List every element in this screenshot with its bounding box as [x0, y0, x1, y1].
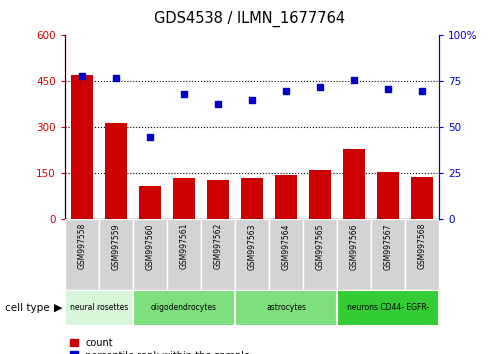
Bar: [167, 219, 201, 290]
Text: GSM997564: GSM997564: [281, 223, 290, 269]
Bar: [65, 219, 99, 290]
Text: GSM997561: GSM997561: [180, 223, 189, 269]
Text: neurons CD44- EGFR-: neurons CD44- EGFR-: [347, 303, 429, 313]
Bar: [139, 186, 161, 219]
Point: [316, 84, 324, 90]
Point: [146, 134, 154, 139]
Text: GSM997565: GSM997565: [315, 223, 324, 269]
Text: GSM997562: GSM997562: [214, 223, 223, 269]
Text: GSM997558: GSM997558: [77, 223, 86, 269]
Text: GDS4538 / ILMN_1677764: GDS4538 / ILMN_1677764: [154, 11, 345, 27]
Bar: [303, 219, 337, 290]
Text: GSM997563: GSM997563: [248, 223, 256, 269]
Point: [78, 73, 86, 79]
Text: cell type: cell type: [5, 303, 49, 313]
Bar: [235, 290, 337, 326]
Text: GSM997566: GSM997566: [350, 223, 359, 269]
Bar: [371, 219, 405, 290]
Text: oligodendrocytes: oligodendrocytes: [151, 303, 217, 313]
Bar: [99, 219, 133, 290]
Point: [112, 75, 120, 81]
Point: [350, 77, 358, 82]
Bar: [65, 290, 133, 326]
Bar: [337, 290, 439, 326]
Bar: [207, 179, 229, 219]
Bar: [275, 175, 297, 219]
Bar: [411, 177, 433, 219]
Text: GSM997560: GSM997560: [145, 223, 154, 269]
Bar: [133, 219, 167, 290]
Bar: [269, 219, 303, 290]
Point: [282, 88, 290, 93]
Text: ▶: ▶: [54, 303, 62, 313]
Bar: [377, 172, 399, 219]
Legend: count, percentile rank within the sample: count, percentile rank within the sample: [70, 338, 250, 354]
Text: neural rosettes: neural rosettes: [70, 303, 128, 313]
Bar: [343, 149, 365, 219]
Bar: [309, 170, 331, 219]
Bar: [173, 178, 195, 219]
Point: [180, 91, 188, 97]
Bar: [105, 123, 127, 219]
Text: astrocytes: astrocytes: [266, 303, 306, 313]
Bar: [133, 290, 235, 326]
Point: [248, 97, 256, 103]
Bar: [235, 219, 269, 290]
Bar: [201, 219, 235, 290]
Bar: [337, 219, 371, 290]
Point: [418, 88, 426, 93]
Bar: [241, 178, 263, 219]
Point: [384, 86, 392, 92]
Text: GSM997559: GSM997559: [111, 223, 120, 269]
Bar: [71, 75, 93, 219]
Text: GSM997567: GSM997567: [384, 223, 393, 269]
Text: GSM997568: GSM997568: [418, 223, 427, 269]
Point: [214, 101, 222, 106]
Bar: [405, 219, 439, 290]
